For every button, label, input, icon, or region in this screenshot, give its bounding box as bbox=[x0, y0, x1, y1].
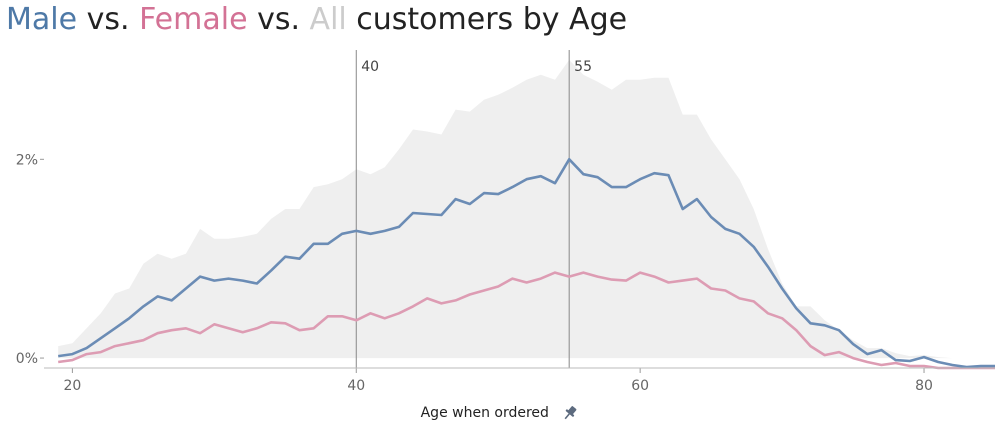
x-tick-label: 80 bbox=[915, 378, 933, 394]
series-all-area[interactable] bbox=[58, 59, 995, 359]
chart-plot: 40 55 0% 2% 20 40 60 80 bbox=[16, 50, 995, 394]
axes-layer: 0% 2% 20 40 60 80 bbox=[16, 152, 995, 394]
y-tick-label: 2% bbox=[16, 152, 38, 168]
reference-lines: 40 55 bbox=[355, 50, 592, 368]
y-tick-label: 0% bbox=[16, 351, 38, 367]
title-sep-1: vs. bbox=[77, 2, 140, 37]
title-sep-2: vs. bbox=[247, 2, 310, 37]
x-axis-label: Age when ordered bbox=[420, 405, 549, 421]
chart-title: Male vs. Female vs. All customers by Age bbox=[6, 0, 627, 40]
title-all: All bbox=[309, 2, 347, 37]
title-rest: customers by Age bbox=[346, 2, 628, 37]
title-male: Male bbox=[6, 2, 78, 37]
reference-label-55: 55 bbox=[574, 59, 592, 75]
x-tick-label: 20 bbox=[63, 378, 81, 394]
x-tick-label: 40 bbox=[347, 378, 365, 394]
series-male-line[interactable] bbox=[58, 158, 995, 369]
title-female: Female bbox=[139, 2, 248, 37]
pin-icon[interactable] bbox=[561, 404, 579, 422]
x-tick-label: 60 bbox=[631, 378, 649, 394]
series-female-line[interactable] bbox=[58, 271, 995, 370]
reference-label-40: 40 bbox=[361, 59, 379, 75]
x-axis-title: Age when ordered bbox=[0, 404, 1000, 422]
